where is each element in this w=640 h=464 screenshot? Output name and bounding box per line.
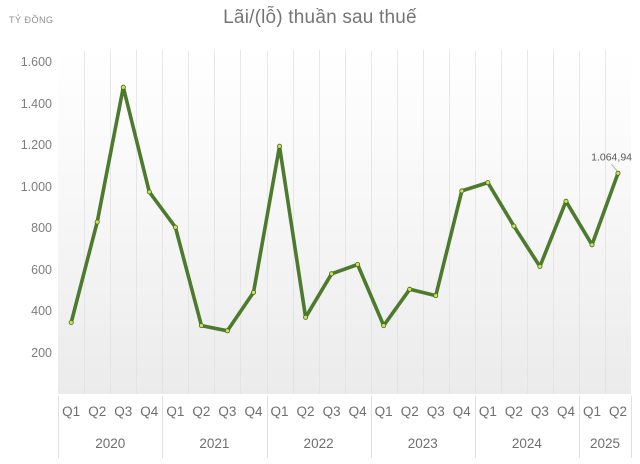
data-point[interactable] [355,261,361,267]
quarter-label: Q4 [348,404,367,419]
y-tick-label: 1.200 [20,138,52,153]
gridline [500,50,502,394]
gridline [162,50,164,394]
gridline [84,50,86,394]
y-tick-label: 200 [31,345,52,360]
data-point[interactable] [485,180,491,186]
quarter-label: Q1 [270,404,289,419]
quarter-label: Q1 [62,404,81,419]
year-separator [578,396,580,458]
year-label: 2024 [511,436,542,451]
y-tick-label: 600 [31,262,52,277]
quarter-label: Q3 [114,404,133,419]
gridline [605,50,607,394]
quarter-label: Q3 [322,404,341,419]
quarter-label: Q3 [426,404,445,419]
data-point[interactable] [198,323,204,329]
data-point[interactable] [303,314,309,320]
year-separator [266,396,268,458]
chart-title: Lãi/(lỗ) thuần sau thuế [223,7,417,28]
data-point[interactable] [250,289,256,295]
gridline [396,50,398,394]
y-tick-label: 1.400 [20,96,52,111]
data-point[interactable] [68,319,74,325]
gridline [474,50,476,394]
quarter-label: Q2 [88,404,107,419]
gridline [214,50,216,394]
data-point[interactable] [276,143,282,149]
quarter-label: Q4 [140,404,159,419]
year-label: 2021 [199,436,230,451]
data-point[interactable] [120,84,126,90]
data-point[interactable] [146,189,152,195]
year-label: 2020 [95,436,126,451]
data-point[interactable] [433,293,439,299]
gridline [188,50,190,394]
gridline [292,50,294,394]
year-separator [370,396,372,458]
gridline [266,50,268,394]
y-tick-label: 1.600 [20,55,52,70]
quarter-label: Q4 [556,404,575,419]
quarter-label: Q1 [166,404,185,419]
y-tick-label: 400 [31,304,52,319]
year-separator [58,396,60,458]
data-point[interactable] [329,271,335,277]
data-point[interactable] [459,188,465,194]
gridline [318,50,320,394]
data-point[interactable] [224,328,230,334]
year-label: 2022 [303,436,334,451]
year-label: 2025 [589,436,621,451]
gridline [136,50,138,394]
data-point[interactable] [589,242,595,248]
data-point[interactable] [615,170,621,176]
data-point[interactable] [381,323,387,329]
plot-area [58,50,631,394]
gridline [422,50,424,394]
y-axis-unit-label: TỶ ĐỒNG [9,15,54,25]
gridline [552,50,554,394]
year-label: 2023 [407,436,438,451]
quarter-label: Q1 [374,404,393,419]
gridline [370,50,372,394]
x-axis: Q1 Q2 Q3 Q4 2020 Q1 Q2 Q3 Q4 2021 Q1 Q2 Q3 Q4 2022 Q1 Q2… [0,394,640,462]
gridline [526,50,528,394]
quarter-label: Q4 [244,404,263,419]
y-tick-label: 1.000 [20,179,52,194]
data-point[interactable] [172,224,178,230]
data-point[interactable] [537,263,543,269]
gridline [344,50,346,394]
quarter-label: Q1 [582,404,601,419]
quarter-label: Q2 [504,404,523,419]
gridline [448,50,450,394]
data-point[interactable] [94,219,100,225]
data-point[interactable] [511,223,517,229]
quarter-label: Q1 [478,404,497,419]
quarter-label: Q2 [296,404,315,419]
year-separator [631,396,633,458]
quarter-label: Q3 [530,404,549,419]
quarter-label: Q2 [609,404,628,419]
quarter-label: Q4 [452,404,471,419]
gridline [110,50,112,394]
year-separator [474,396,476,458]
gridline [578,50,580,394]
quarter-label: Q3 [218,404,237,419]
data-point[interactable] [407,286,413,292]
data-point[interactable] [563,198,569,204]
quarter-label: Q2 [400,404,419,419]
year-separator [162,396,164,458]
gridline [240,50,242,394]
y-tick-label: 800 [31,221,52,236]
quarter-label: Q2 [192,404,211,419]
